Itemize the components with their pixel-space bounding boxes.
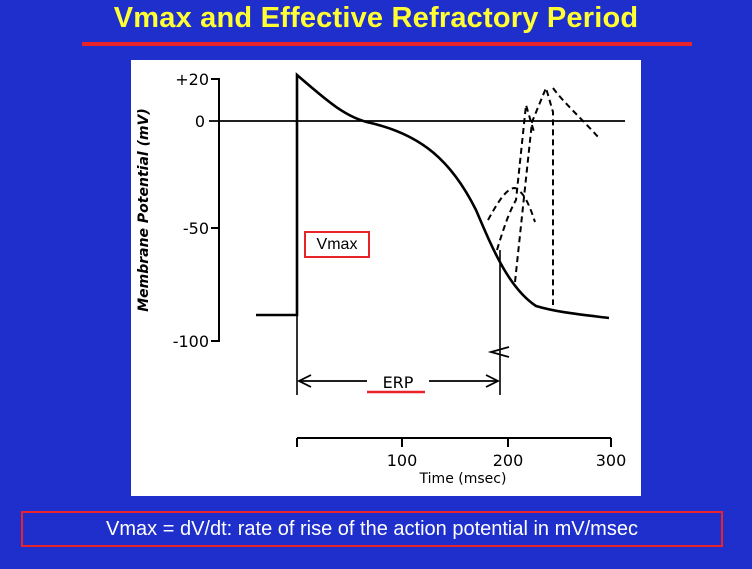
x-tick-label-300: 300 (596, 451, 627, 470)
x-tick-label-200: 200 (493, 451, 524, 470)
y-tick-label-zero: 0 (195, 112, 205, 131)
action-potential-trace (256, 72, 610, 320)
y-tick-label-plus20: +20 (175, 70, 209, 89)
slide-title: Vmax and Effective Refractory Period (113, 2, 639, 34)
vmax-definition: Vmax = dV/dt: rate of rise of the action… (21, 511, 723, 547)
action-potential-diagram: +20 0 -50 -100 Membrane Potential (mV) E… (136, 70, 627, 487)
erp-end-arrowhead (487, 346, 510, 358)
action-potential-figure: +20 0 -50 -100 Membrane Potential (mV) E… (131, 60, 641, 496)
y-axis-title: Membrane Potential (mV) (136, 108, 152, 312)
title-underline (82, 42, 692, 46)
erp-arrow-right-head (485, 374, 501, 388)
x-tick-label-100: 100 (387, 451, 418, 470)
erp-arrow-left-head (296, 374, 312, 388)
erp-label: ERP (383, 373, 414, 392)
premature-response-3 (514, 84, 554, 305)
y-tick-label-minus50: -50 (183, 219, 209, 238)
vmax-callout: Vmax (304, 231, 370, 258)
x-axis-title: Time (msec) (419, 471, 507, 487)
y-tick-label-minus100: -100 (173, 332, 209, 351)
premature-response-1 (487, 186, 536, 223)
premature-repolarization (552, 87, 600, 139)
premature-response-2 (496, 104, 535, 251)
